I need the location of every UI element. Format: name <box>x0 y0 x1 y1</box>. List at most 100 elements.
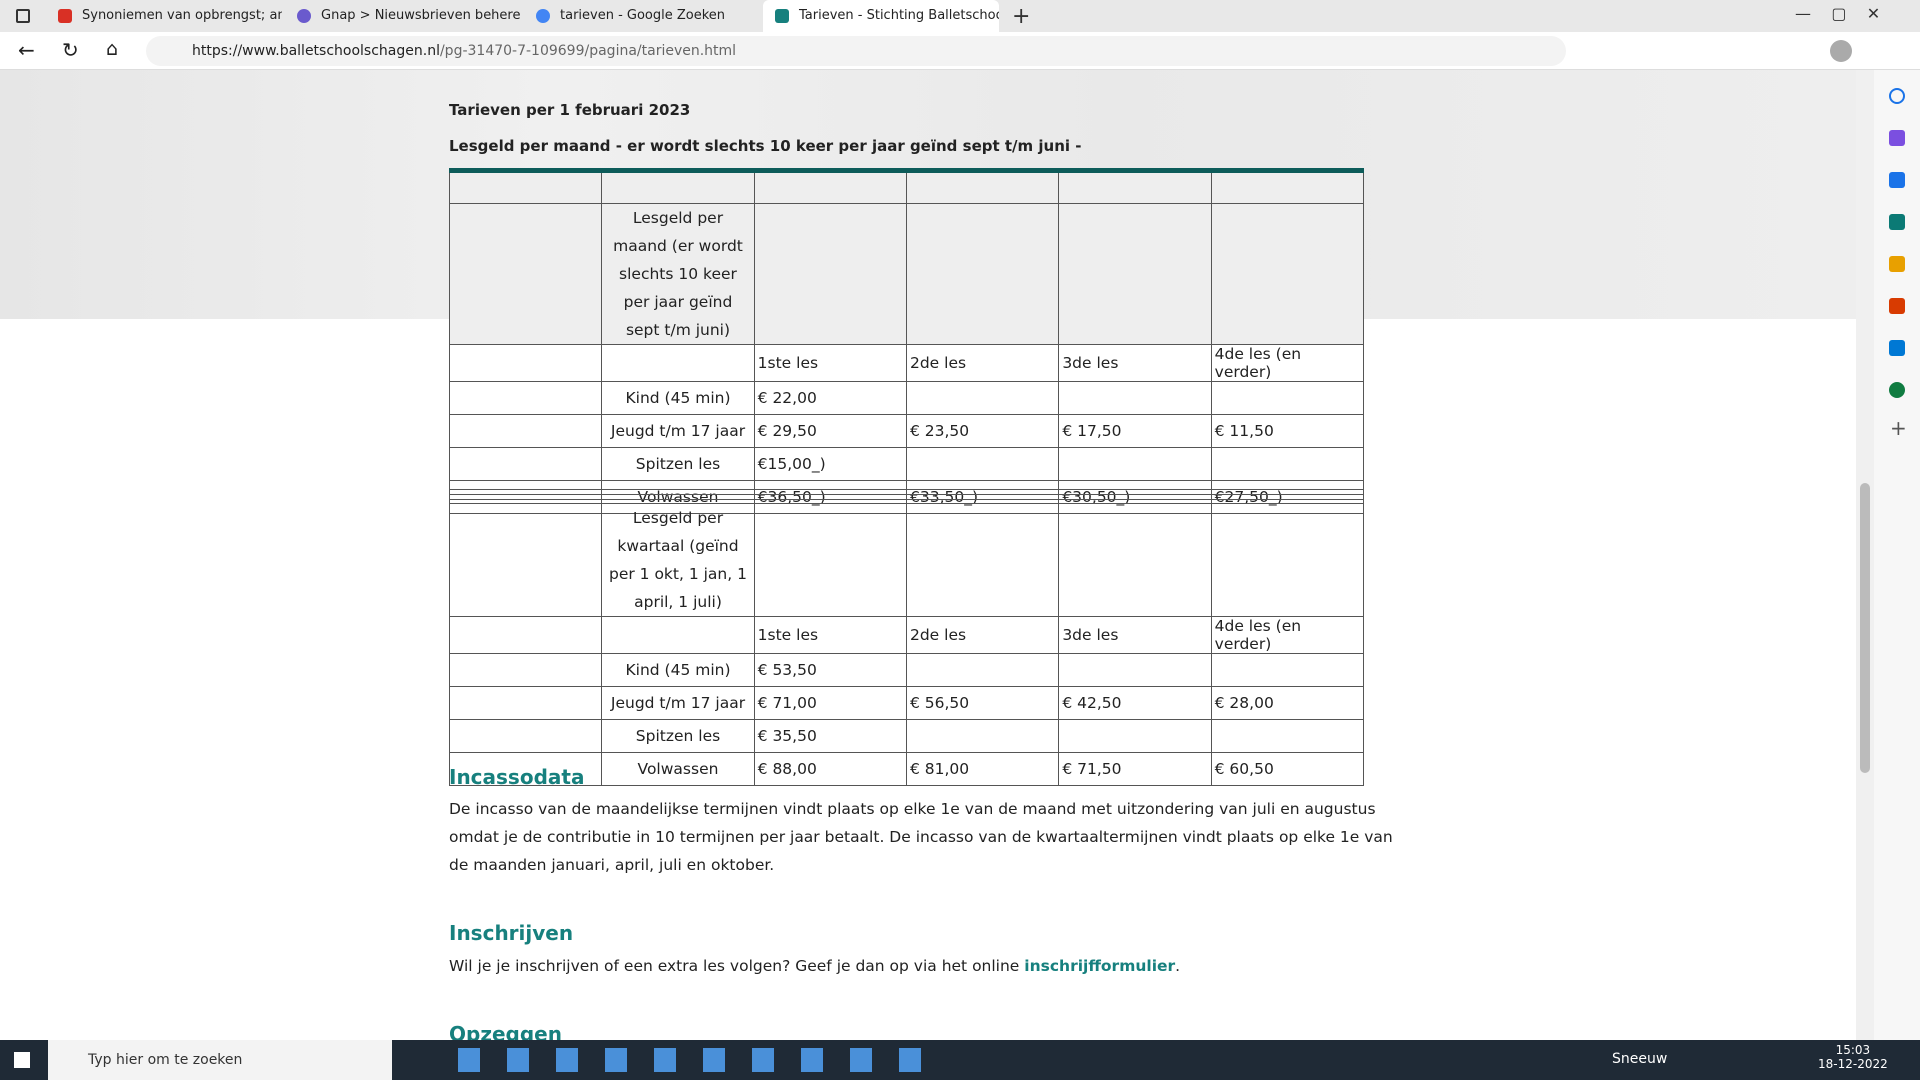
sidebar-add[interactable]: + <box>1890 416 1907 440</box>
url-host: https://www.balletschoolschagen.nl <box>192 43 440 59</box>
new-tab-button[interactable]: + <box>1012 4 1031 29</box>
url-path: /pg-31470-7-109699/pagina/tarieven.html <box>439 43 737 59</box>
column-header: 3de les <box>1058 344 1212 382</box>
table-row: Lesgeld per maand (er wordt slechts 10 k… <box>448 203 1365 345</box>
price-cell <box>1210 719 1365 753</box>
table-cell <box>601 170 755 204</box>
table-row: Kind (45 min) € 22,00 <box>448 381 1365 415</box>
tab[interactable]: Gnap > Nieuwsbrieven beheren <box>285 0 521 32</box>
sidebar-button[interactable] <box>1889 214 1905 230</box>
price-cell <box>1058 447 1212 481</box>
table-cell <box>905 203 1060 345</box>
scroll-thumb[interactable] <box>1860 483 1870 773</box>
column-header: 3de les <box>1058 616 1212 654</box>
tab[interactable]: Synoniemen van opbrengst; and <box>46 0 282 32</box>
table-cell <box>448 653 603 687</box>
search-box[interactable]: Typ hier om te zoeken <box>48 1040 392 1080</box>
tab-title: tarieven - Google Zoeken <box>560 8 726 23</box>
price-cell: €15,00_) <box>753 447 907 481</box>
back-button[interactable]: ← <box>18 38 35 62</box>
paragraph: De incasso van de maandelijkse termijnen… <box>449 800 1393 874</box>
table-cell <box>448 447 603 481</box>
text: Wil je je inschrijven of een extra les v… <box>449 957 1025 975</box>
window-controls[interactable]: — ▢ ✕ <box>1795 4 1881 23</box>
price-cell: € 53,50 <box>753 653 907 687</box>
table-cell <box>905 503 1060 617</box>
table-row: Kind (45 min) € 53,50 <box>448 653 1365 687</box>
table-row: Volwassen €36,50_) €33,50_) €30,50_) €27,50_… <box>448 480 1365 514</box>
table-row: Jeugd t/m 17 jaar € 29,50 € 23,50 € 17,50 € … <box>448 414 1365 448</box>
table-cell <box>1210 170 1365 204</box>
row-label: Volwassen <box>601 752 755 786</box>
column-header: 2de les <box>905 616 1060 654</box>
clock[interactable]: 15:03 18-12-2022 <box>1818 1043 1888 1071</box>
page-title: Tarieven per 1 februari 2023 <box>449 101 691 119</box>
reload-button[interactable]: ↻ <box>62 38 79 62</box>
price-cell: € 23,50 <box>905 414 1060 448</box>
price-cell: € 56,50 <box>905 686 1060 720</box>
table-cell <box>448 616 603 654</box>
price-cell: € 81,00 <box>905 752 1060 786</box>
sidebar-button[interactable] <box>1889 88 1905 104</box>
price-cell <box>905 719 1060 753</box>
pinned-apps[interactable] <box>458 1048 938 1072</box>
home-button[interactable]: ⌂ <box>106 38 119 60</box>
sidebar-button[interactable] <box>1889 340 1905 356</box>
weather[interactable]: Sneeuw <box>1612 1051 1667 1067</box>
price-cell <box>1210 653 1365 687</box>
link[interactable]: inschrijfformulier <box>1024 957 1176 975</box>
tab[interactable]: Tarieven - Stichting Balletschool <box>763 0 999 32</box>
start-button[interactable] <box>14 1052 30 1068</box>
tab-title: Synoniemen van opbrengst; and <box>82 8 282 23</box>
search-placeholder: Typ hier om te zoeken <box>88 1052 243 1068</box>
table-cell <box>448 344 603 382</box>
table-row: Jeugd t/m 17 jaar € 71,00 € 56,50 € 42,50 € … <box>448 686 1365 720</box>
page-subtitle: Lesgeld per maand - er wordt slechts 10 … <box>449 137 1082 155</box>
table-cell <box>448 203 603 345</box>
tab-title: Tarieven - Stichting Balletschool <box>799 8 999 23</box>
sidebar-button[interactable] <box>1889 298 1905 314</box>
sidebar-button[interactable] <box>1889 172 1905 188</box>
price-cell <box>905 381 1060 415</box>
table-cell: Lesgeld per kwartaal (geïnd per 1 okt, 1… <box>601 503 755 617</box>
price-cell <box>1210 381 1365 415</box>
sidebar-button[interactable] <box>1889 130 1905 146</box>
price-table: Lesgeld per kwartaal (geïnd per 1 okt, 1… <box>448 503 1365 786</box>
price-cell: € 35,50 <box>753 719 907 753</box>
price-cell <box>905 653 1060 687</box>
web-content: Tarieven per 1 februari 2023 Lesgeld per… <box>0 70 1856 1040</box>
price-cell: € 42,50 <box>1058 686 1212 720</box>
table-cell <box>448 686 603 720</box>
table-cell <box>601 344 755 382</box>
tab-actions[interactable] <box>16 9 30 23</box>
column-header: 4de les (en verder) <box>1210 344 1365 382</box>
profile-button[interactable] <box>1830 40 1852 62</box>
table-cell <box>753 503 907 617</box>
sidebar-button[interactable] <box>1889 382 1905 398</box>
price-cell <box>1058 653 1212 687</box>
price-cell <box>1210 447 1365 481</box>
price-cell: € 22,00 <box>753 381 907 415</box>
price-cell: € 11,50 <box>1210 414 1365 448</box>
url-field[interactable]: https://www.balletschoolschagen.nl/pg-31… <box>146 36 1566 66</box>
table-cell <box>1058 503 1212 617</box>
table-cell <box>753 170 907 204</box>
table-cell: Lesgeld per maand (er wordt slechts 10 k… <box>601 203 755 345</box>
table-cell <box>448 170 603 204</box>
table-cell <box>448 381 603 415</box>
price-cell <box>1058 719 1212 753</box>
price-cell: € 71,50 <box>1058 752 1212 786</box>
tab-title: Gnap > Nieuwsbrieven beheren <box>321 8 521 23</box>
table-cell <box>448 503 603 617</box>
tab[interactable]: tarieven - Google Zoeken <box>524 0 760 32</box>
sidebar: + <box>1874 70 1920 1040</box>
price-cell: € 60,50 <box>1210 752 1365 786</box>
scrollbar[interactable] <box>1856 70 1874 1040</box>
table-separator <box>449 489 1364 504</box>
table-row: Spitzen les € 35,50 <box>448 719 1365 753</box>
sidebar-button[interactable] <box>1889 256 1905 272</box>
table-cell <box>448 414 603 448</box>
table-row: 1ste les 2de les 3de les 4de les (en verder… <box>448 616 1365 654</box>
column-header: 1ste les <box>753 344 907 382</box>
